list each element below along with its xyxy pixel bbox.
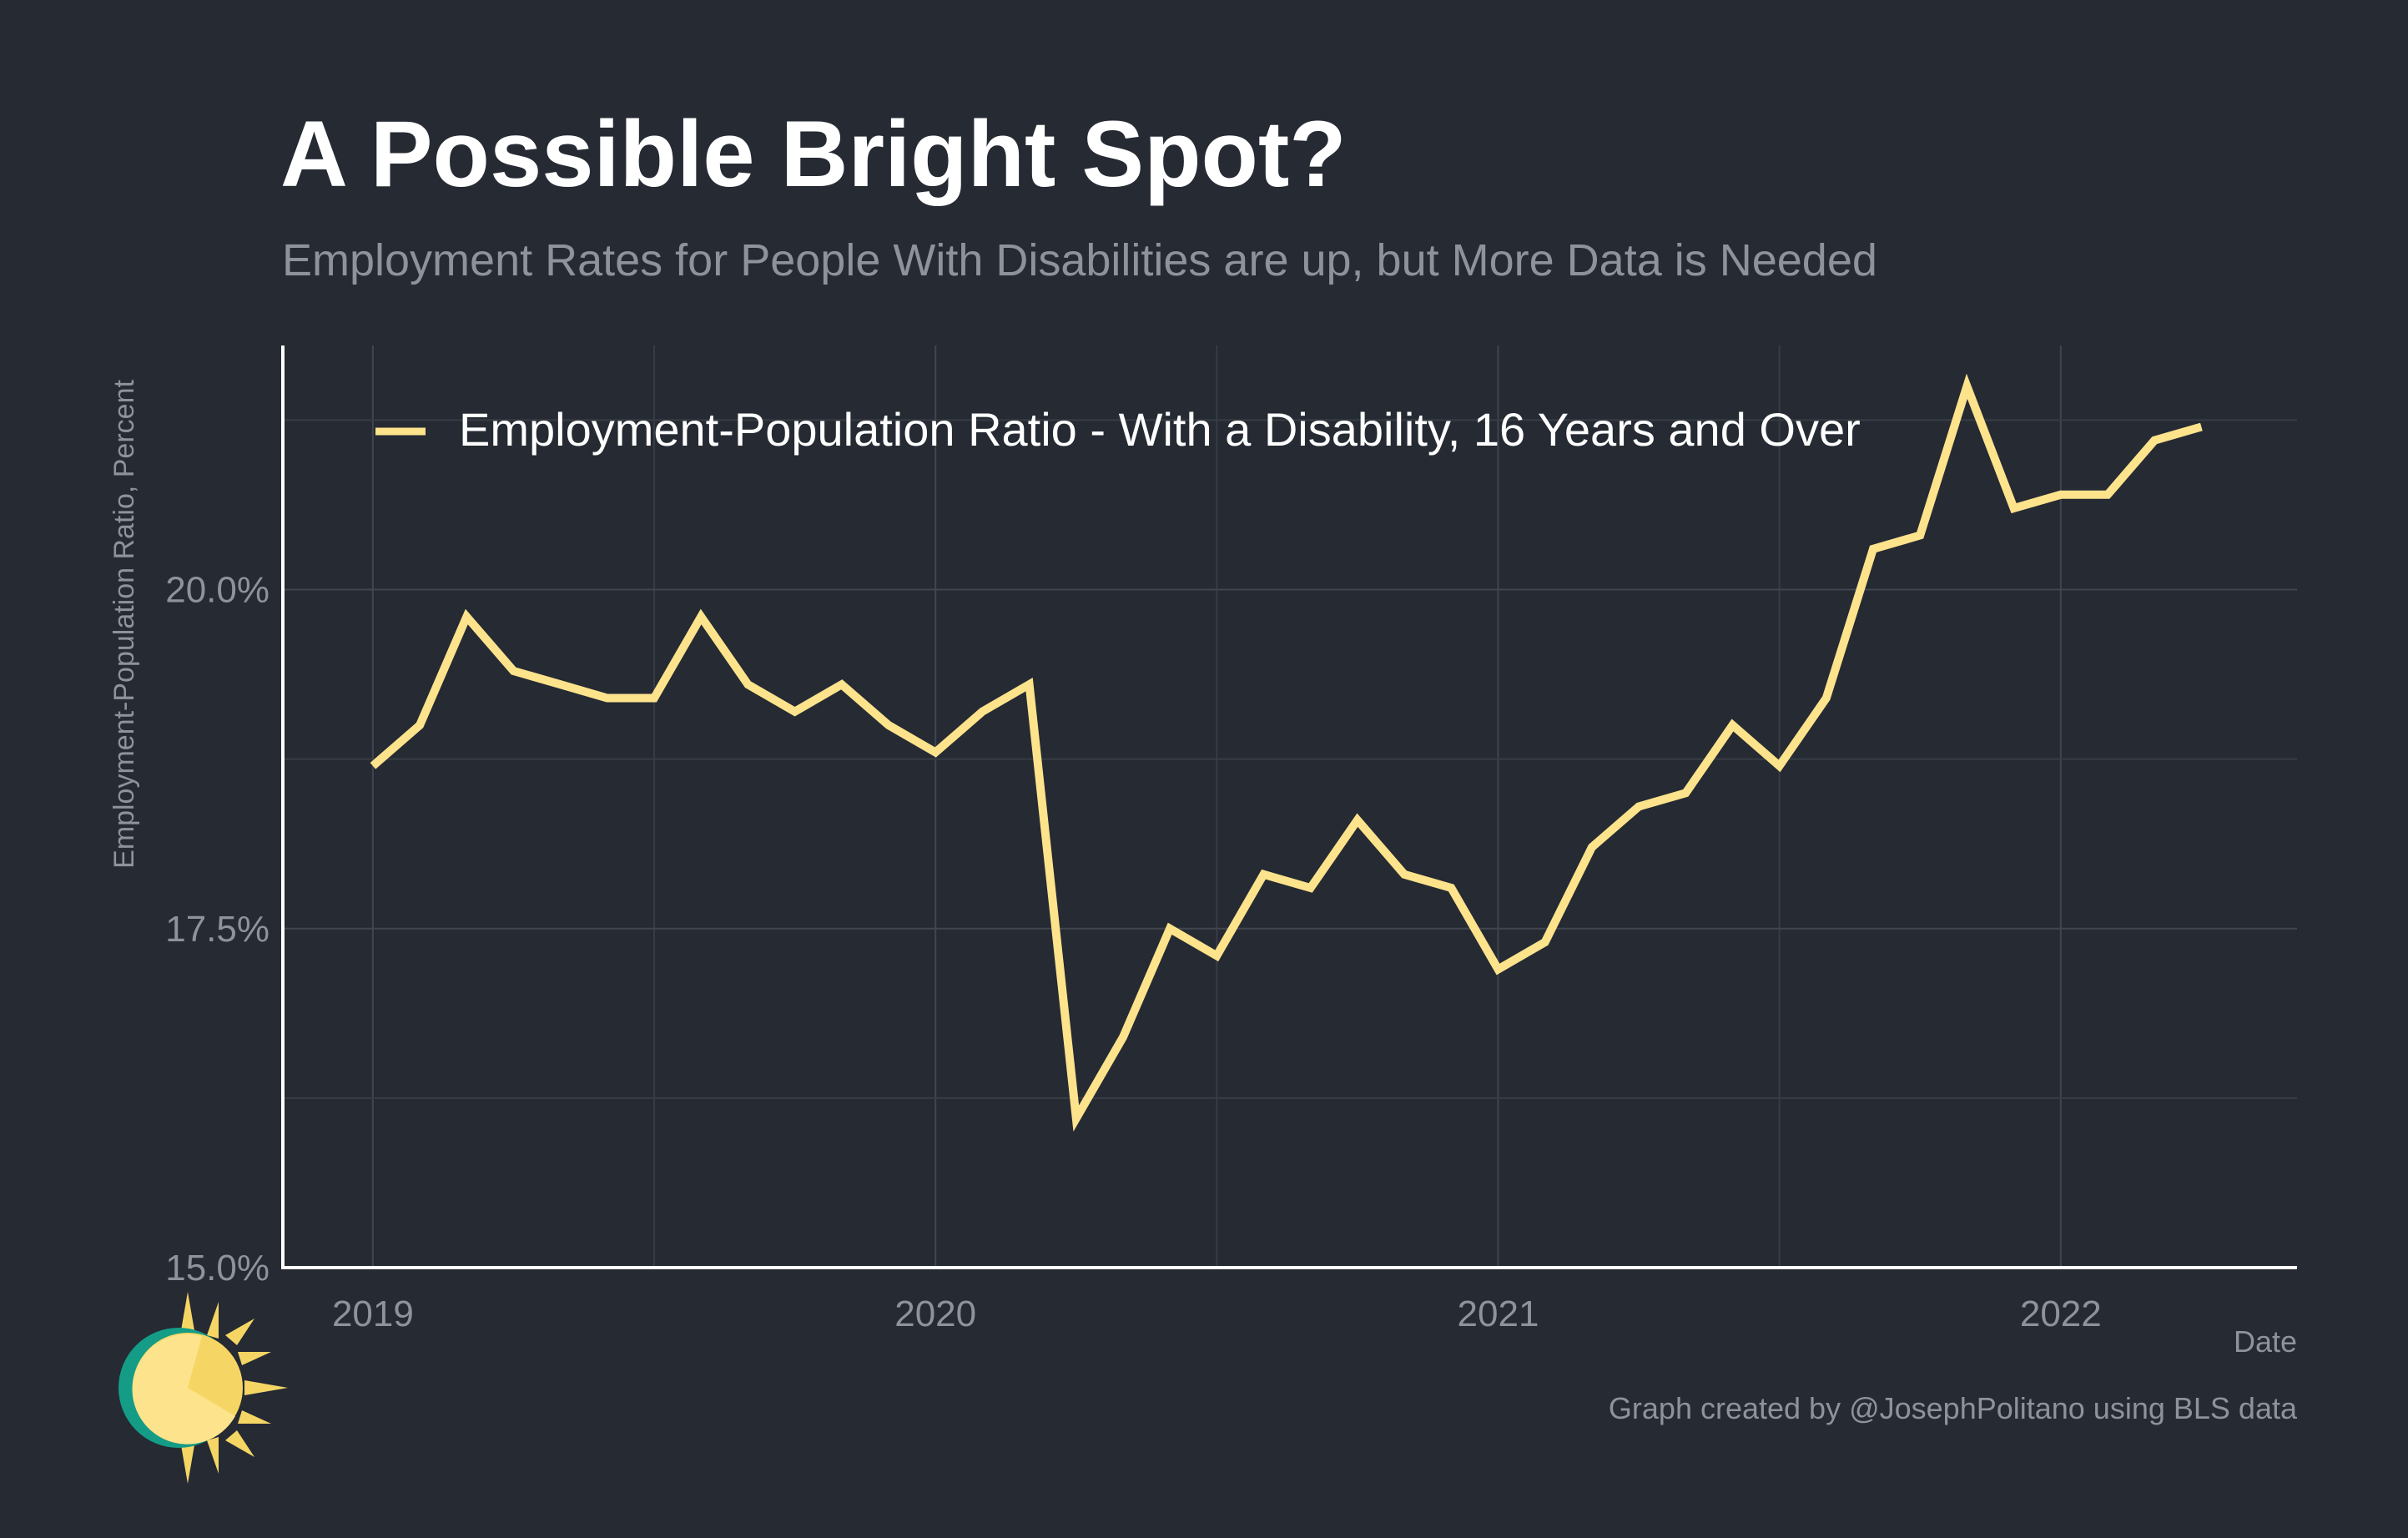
x-axis-label: Date (2234, 1324, 2297, 1359)
caption: Graph created by @JosephPolitano using B… (1609, 1391, 2298, 1425)
x-tick-label: 2019 (332, 1293, 414, 1334)
legend: Employment-Population Ratio - With a Dis… (375, 403, 1861, 456)
legend-label: Employment-Population Ratio - With a Dis… (459, 403, 1861, 456)
chart-subtitle: Employment Rates for People With Disabil… (282, 235, 1877, 285)
x-tick-label: 2020 (894, 1293, 976, 1334)
series-line-disability-epop (370, 373, 2203, 1132)
x-tick-label: 2022 (2020, 1293, 2102, 1334)
y-axis-label: Employment-Population Ratio, Percent (108, 380, 140, 869)
chart-title: A Possible Bright Spot? (280, 102, 1347, 206)
y-tick-label: 15.0% (165, 1248, 270, 1288)
y-tick-label: 20.0% (165, 570, 270, 611)
y-axis-ticks: 15.0% 17.5% 20.0% (165, 570, 270, 1289)
x-axis-ticks: 2019 2020 2021 2022 (332, 1293, 2102, 1334)
y-tick-label: 17.5% (165, 909, 270, 950)
x-tick-label: 2021 (1458, 1293, 1539, 1334)
sun-logo-icon (118, 1292, 288, 1484)
